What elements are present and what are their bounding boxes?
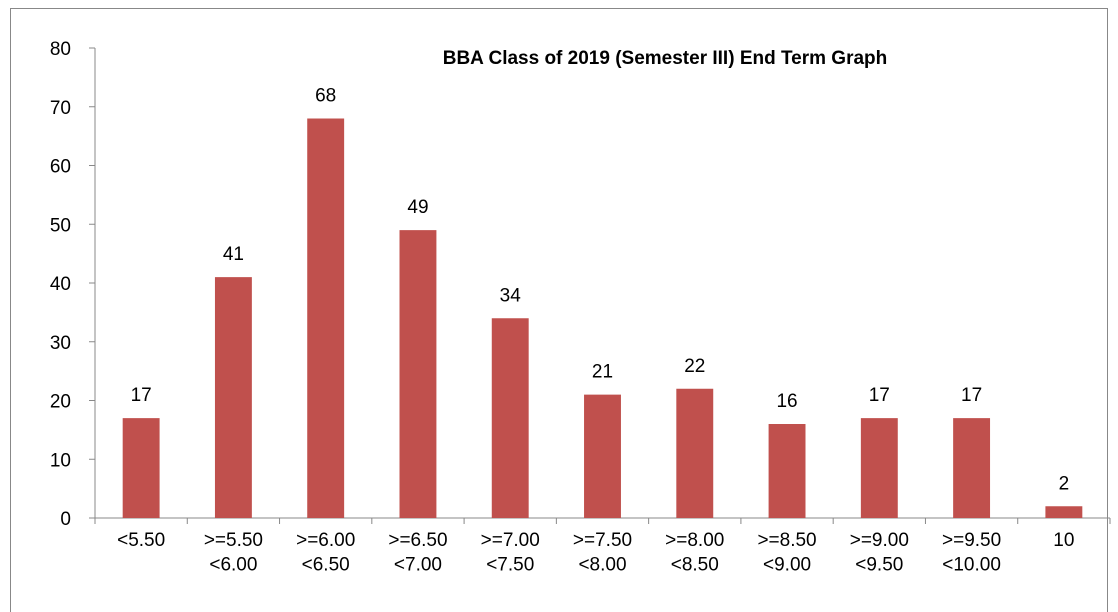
bar: [768, 424, 806, 518]
x-tick-label: >=5.50 <6.00: [204, 530, 263, 576]
x-tick-label: 10: [1053, 530, 1074, 551]
x-tick-label: >=8.50 <9.00: [757, 530, 816, 576]
bar: [307, 118, 345, 518]
y-tick-label: 70: [50, 98, 71, 119]
x-tick-label: <5.50: [117, 530, 165, 551]
chart-title: BBA Class of 2019 (Semester III) End Ter…: [443, 48, 888, 69]
bar: [214, 277, 252, 518]
data-label: 49: [407, 197, 428, 218]
data-label: 2: [1059, 473, 1070, 494]
y-tick-label: 40: [50, 274, 71, 295]
chart-border: [10, 8, 1108, 612]
bar: [953, 418, 991, 518]
x-tick-label: >=7.50 <8.00: [573, 530, 632, 576]
bar: [122, 418, 160, 518]
bar: [676, 388, 714, 518]
y-tick-label: 0: [60, 509, 71, 530]
x-tick-label: >=7.00 <7.50: [481, 530, 540, 576]
data-label: 22: [684, 356, 705, 377]
data-label: 68: [315, 86, 336, 107]
x-tick-label: >=6.00 <6.50: [296, 530, 355, 576]
data-label: 21: [592, 362, 613, 383]
y-tick-label: 80: [50, 39, 71, 60]
y-tick-label: 60: [50, 157, 71, 178]
x-tick-label: >=9.00 <9.50: [850, 530, 909, 576]
data-label: 34: [500, 285, 522, 306]
x-tick-label: >=6.50 <7.00: [388, 530, 447, 576]
data-label: 17: [131, 385, 152, 406]
y-tick-label: 30: [50, 333, 71, 354]
bar: [491, 318, 529, 518]
x-tick-label: >=9.50 <10.00: [942, 530, 1001, 576]
data-label: 17: [961, 385, 982, 406]
bar: [1045, 506, 1083, 518]
y-tick-label: 10: [50, 450, 71, 471]
y-tick-label: 50: [50, 215, 71, 236]
bar: [860, 418, 898, 518]
x-tick-label: >=8.00 <8.50: [665, 530, 724, 576]
bar: [399, 230, 437, 518]
bar: [584, 394, 621, 518]
data-label: 16: [776, 391, 797, 412]
y-tick-label: 20: [50, 392, 71, 413]
data-label: 17: [869, 385, 890, 406]
data-label: 41: [223, 244, 244, 265]
